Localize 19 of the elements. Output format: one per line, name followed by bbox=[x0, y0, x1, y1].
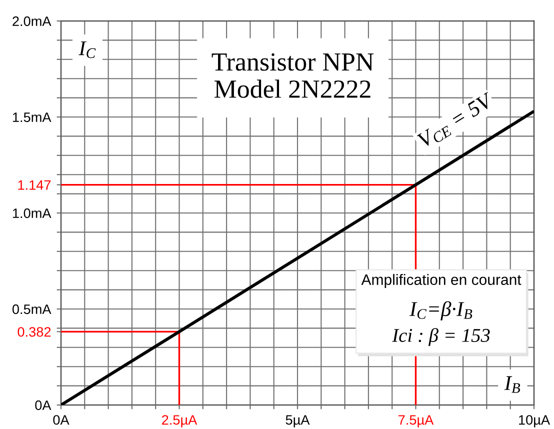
y-tick-label: 2.0mA bbox=[12, 16, 52, 26]
text: Transistor NPN Model 2N2222 bbox=[212, 53, 374, 98]
x-axis-title: I$_{B}$ bbox=[504, 376, 520, 393]
y-tick-label: 0A bbox=[35, 400, 52, 410]
y-tick-label: 0.5mA bbox=[12, 304, 52, 314]
x-tick-label: 10µA bbox=[519, 415, 550, 428]
text: V$_{CE}$ = 5V bbox=[416, 92, 497, 150]
annotation: Ici : β = 153 bbox=[392, 328, 490, 346]
annotation: Amplification en courant bbox=[361, 274, 522, 288]
x-tick-label: 5µA bbox=[286, 415, 310, 428]
x-tick-label: 2.5µA bbox=[162, 415, 198, 428]
y-tick-label: 0.382 bbox=[18, 327, 51, 337]
y-tick-label: 1.0mA bbox=[12, 208, 52, 218]
annotation: I$_{C}$=β·I$_{B}$ bbox=[409, 301, 472, 320]
y-axis-title: I$_{C}$ bbox=[78, 41, 96, 58]
y-tick-label: 1.5mA bbox=[12, 112, 52, 122]
x-tick-label: 0A bbox=[53, 415, 70, 425]
y-tick-label: 1.147 bbox=[18, 180, 51, 190]
x-tick-label: 7.5µA bbox=[398, 415, 434, 428]
